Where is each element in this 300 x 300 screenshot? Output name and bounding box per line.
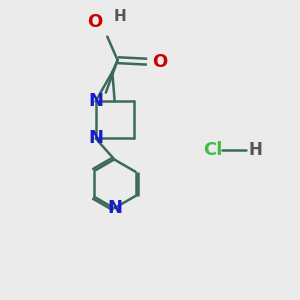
Text: N: N: [88, 129, 103, 147]
Text: O: O: [87, 13, 102, 31]
Text: H: H: [249, 141, 262, 159]
Text: O: O: [152, 53, 168, 71]
Text: N: N: [107, 199, 122, 217]
Text: H: H: [114, 9, 127, 24]
Text: Cl: Cl: [203, 141, 222, 159]
Text: N: N: [88, 92, 103, 110]
